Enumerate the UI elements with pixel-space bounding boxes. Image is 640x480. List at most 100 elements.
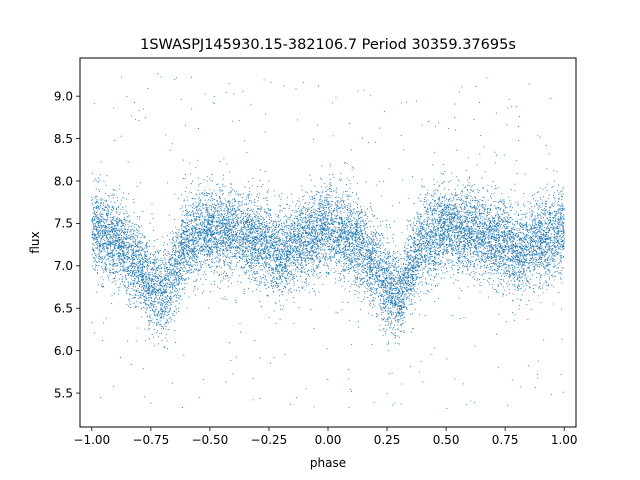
data-point: [409, 285, 411, 287]
data-point: [483, 240, 485, 242]
data-point: [191, 241, 193, 243]
data-point: [460, 261, 462, 263]
data-point: [277, 234, 279, 236]
data-point: [557, 245, 559, 247]
data-point: [420, 223, 422, 225]
data-point: [561, 225, 563, 227]
data-point: [187, 252, 189, 254]
data-point: [521, 250, 523, 252]
data-point: [537, 244, 539, 246]
data-point: [462, 265, 464, 267]
data-point: [453, 282, 455, 284]
data-point: [562, 207, 564, 209]
data-point: [157, 292, 159, 294]
data-point: [137, 306, 139, 308]
data-point: [496, 244, 498, 246]
data-point: [234, 256, 236, 258]
data-point: [314, 204, 316, 206]
data-point: [431, 222, 433, 224]
data-point: [254, 204, 256, 207]
data-point: [561, 249, 563, 251]
data-point: [512, 278, 514, 280]
data-point: [362, 225, 364, 227]
data-point: [453, 211, 456, 213]
data-point: [507, 107, 509, 109]
data-point: [386, 263, 388, 265]
data-point: [149, 254, 151, 256]
data-point: [491, 273, 493, 275]
data-point: [237, 225, 239, 227]
data-point: [285, 281, 288, 283]
data-point: [321, 202, 323, 205]
data-point: [189, 162, 191, 164]
data-point: [100, 266, 103, 268]
data-point: [392, 304, 394, 306]
data-point: [433, 192, 435, 194]
data-point: [503, 236, 505, 238]
data-point: [118, 188, 120, 190]
data-point: [162, 286, 164, 288]
data-point: [282, 273, 284, 275]
data-point: [345, 184, 348, 186]
data-point: [326, 229, 328, 231]
data-point: [423, 227, 425, 229]
data-point: [529, 236, 531, 239]
data-point: [464, 251, 466, 253]
data-point: [243, 220, 245, 222]
data-point: [429, 238, 431, 240]
data-point: [286, 265, 288, 267]
data-point: [374, 229, 376, 231]
data-point: [510, 232, 512, 234]
data-point: [431, 289, 433, 291]
data-point: [543, 220, 545, 222]
data-point: [139, 251, 141, 253]
data-point: [506, 206, 508, 208]
data-point: [423, 235, 425, 237]
data-point: [346, 224, 349, 226]
data-point: [341, 199, 343, 201]
data-point: [404, 250, 406, 252]
data-point: [268, 209, 270, 211]
data-point: [206, 240, 208, 242]
data-point: [175, 246, 177, 248]
data-point: [326, 198, 328, 200]
data-point: [489, 272, 491, 274]
data-point: [404, 287, 406, 290]
data-point: [507, 280, 509, 282]
data-point: [455, 217, 457, 219]
data-point: [299, 230, 301, 233]
scatter-points: [91, 73, 565, 410]
data-point: [413, 288, 415, 290]
data-point: [396, 256, 398, 258]
data-point: [95, 188, 97, 190]
data-point: [272, 286, 274, 288]
data-point: [350, 212, 352, 214]
data-point: [305, 239, 307, 241]
data-point: [258, 228, 260, 230]
data-point: [330, 237, 332, 239]
data-point: [340, 205, 342, 207]
data-point: [237, 280, 239, 282]
data-point: [350, 195, 352, 197]
data-point: [143, 272, 145, 274]
data-point: [278, 254, 280, 257]
data-point: [406, 101, 408, 103]
data-point: [512, 270, 514, 272]
data-point: [412, 242, 414, 244]
data-point: [293, 284, 295, 287]
data-point: [431, 209, 433, 211]
data-point: [139, 272, 141, 274]
data-point: [333, 176, 335, 179]
data-point: [157, 258, 159, 260]
data-point: [348, 196, 350, 198]
data-point: [112, 243, 114, 245]
data-point: [230, 187, 232, 189]
data-point: [119, 208, 121, 210]
data-point: [148, 279, 150, 281]
data-point: [357, 268, 359, 270]
data-point: [226, 255, 228, 257]
data-point: [347, 240, 349, 242]
data-point: [535, 256, 537, 258]
data-point: [310, 211, 312, 213]
